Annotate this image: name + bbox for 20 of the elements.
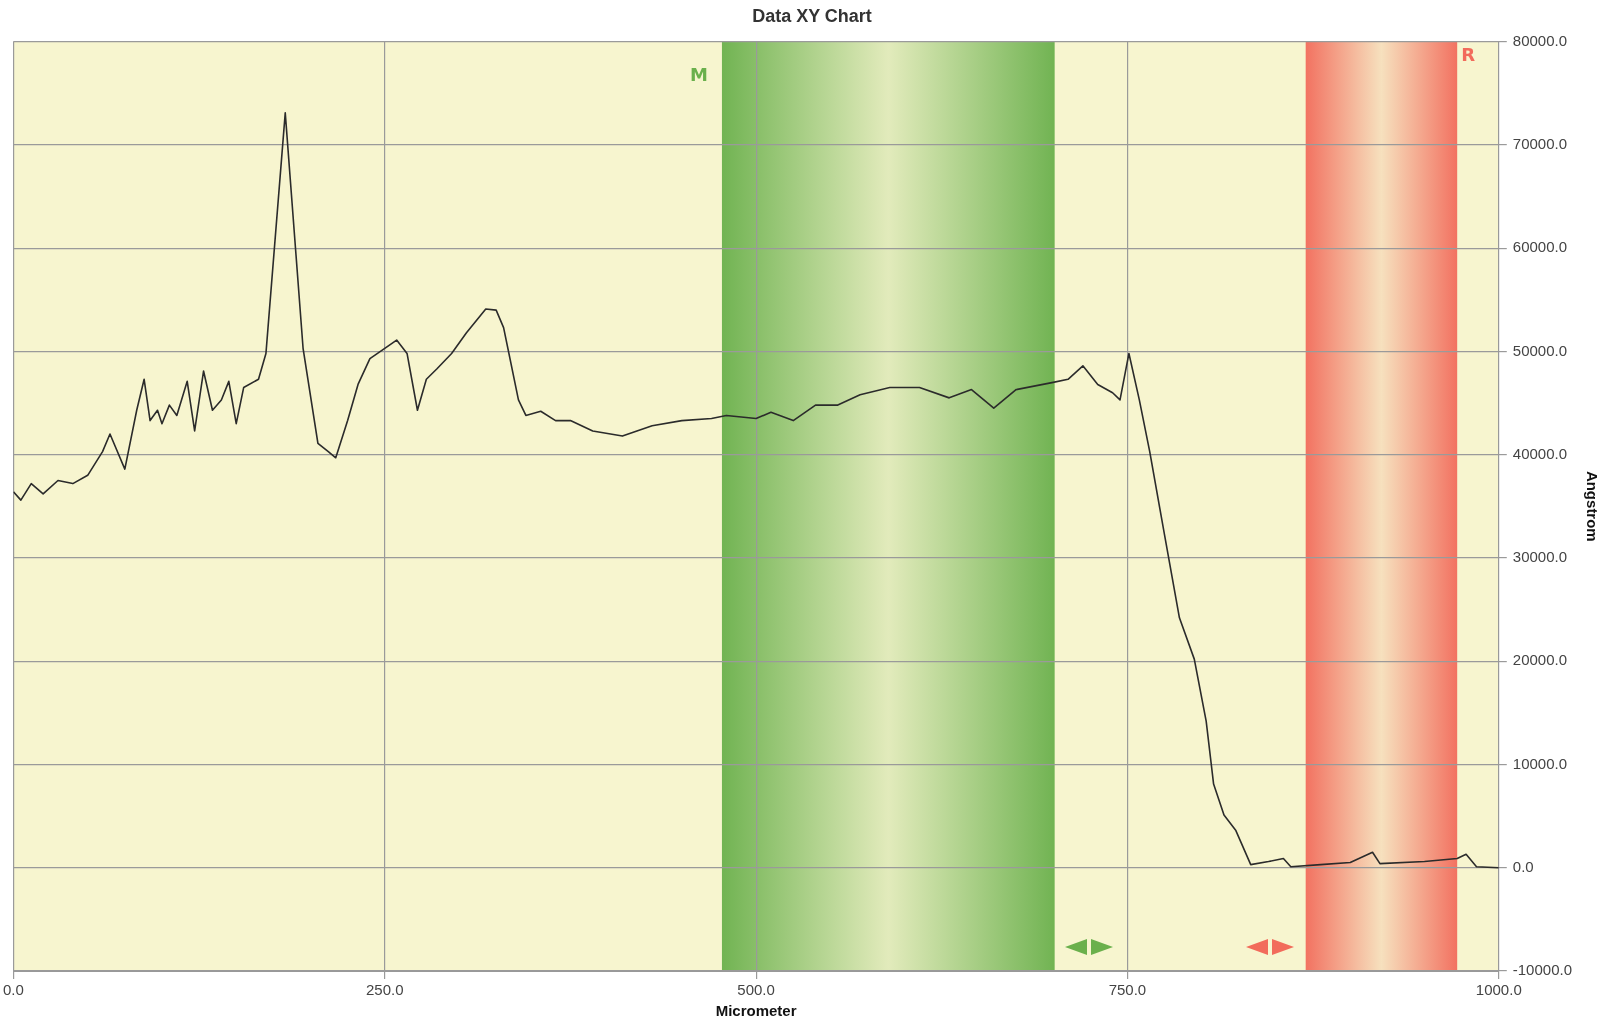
x-tick-label: 250.0 <box>365 981 404 999</box>
x-tick-label: 1000.0 <box>1475 981 1522 999</box>
band-label: R <box>1461 44 1476 66</box>
y-tick-label: 10000.0 <box>1512 754 1568 772</box>
x-tick-label: 500.0 <box>737 981 775 999</box>
x-tick-label: 0.0 <box>3 981 24 999</box>
y-tick-label: 30000.0 <box>1512 548 1568 566</box>
y-tick-label: 40000.0 <box>1512 444 1568 462</box>
chart-title: Data XY Chart <box>752 5 872 26</box>
x-tick-label: 750.0 <box>1108 981 1147 999</box>
y-tick-label: 60000.0 <box>1512 238 1568 256</box>
y-tick-label: 20000.0 <box>1512 651 1568 669</box>
y-tick-label: -10000.0 <box>1512 961 1572 979</box>
y-tick-label: 80000.0 <box>1512 31 1568 49</box>
y-axis-title: Angstrom <box>1583 470 1601 542</box>
y-tick-label: 70000.0 <box>1512 135 1568 153</box>
y-tick-label: 50000.0 <box>1512 341 1568 359</box>
y-tick-label: 0.0 <box>1512 857 1534 875</box>
band-label: M <box>690 64 708 86</box>
x-axis-title: Micrometer <box>715 1002 797 1020</box>
